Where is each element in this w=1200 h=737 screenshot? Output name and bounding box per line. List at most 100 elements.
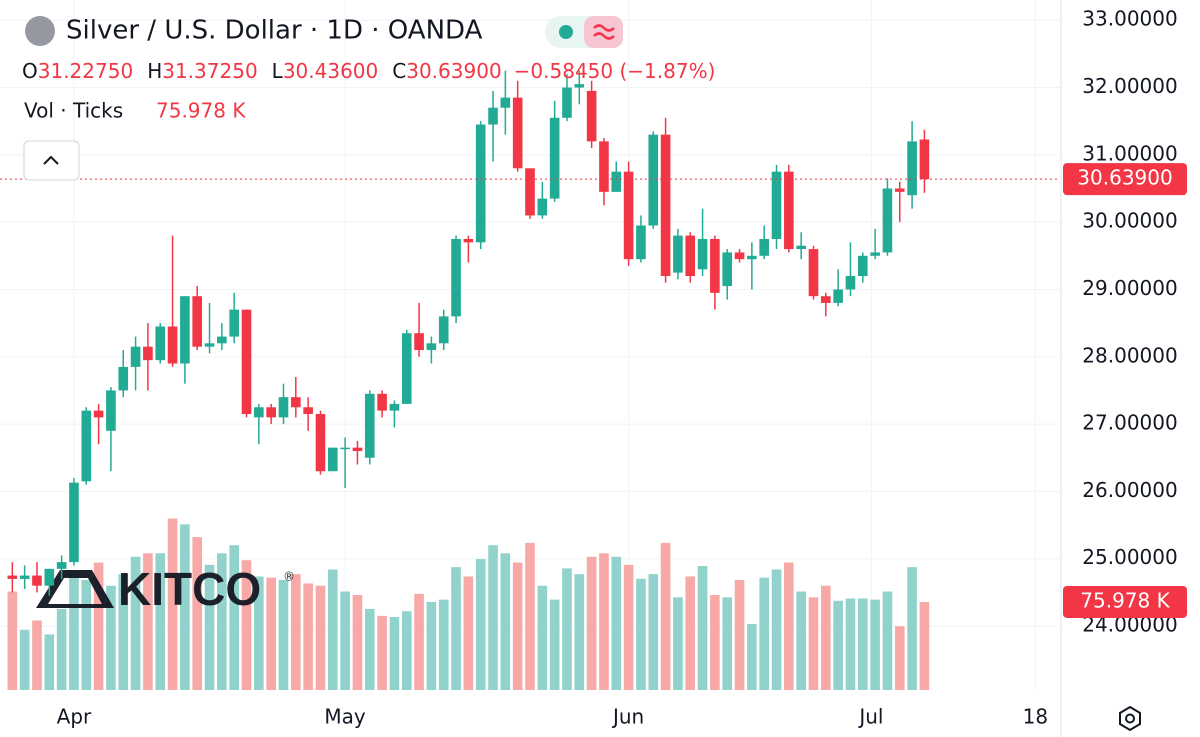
volume-bar xyxy=(340,591,350,690)
candle-body xyxy=(636,225,646,260)
candle-body xyxy=(364,393,375,458)
settings-icon[interactable] xyxy=(1119,705,1141,732)
volume-bar xyxy=(69,574,79,690)
candle-body xyxy=(327,447,338,472)
change: −0.58450 (−1.87%) xyxy=(514,59,716,83)
volume-bar xyxy=(192,537,203,690)
candle-body xyxy=(352,447,363,452)
volume-bar xyxy=(710,595,720,690)
watermark-text: KITCO xyxy=(118,563,261,615)
volume-bar xyxy=(648,574,659,690)
volume-bar xyxy=(845,598,856,690)
volume-bar xyxy=(747,623,757,690)
volume-bar xyxy=(673,597,683,690)
ohlc-key: L xyxy=(272,59,284,83)
volume-bar xyxy=(130,556,141,690)
candle-body xyxy=(845,276,856,290)
candle-body xyxy=(303,407,313,414)
volume-bar xyxy=(44,634,55,690)
ohlc-key: H xyxy=(147,59,162,83)
volume-bar xyxy=(229,545,239,690)
ohlc-key: C xyxy=(392,59,406,83)
symbol-icon xyxy=(25,16,55,46)
watermark-icon xyxy=(36,570,114,608)
candle-body xyxy=(69,482,79,563)
candle-body xyxy=(377,393,387,411)
candle-body xyxy=(81,410,92,482)
candle-body xyxy=(796,245,806,250)
collapse-button[interactable] xyxy=(23,140,80,181)
candle-body xyxy=(525,168,535,216)
candle-body xyxy=(130,346,141,367)
candle-body xyxy=(500,97,511,108)
axes: 24.0000025.0000026.0000027.0000028.00000… xyxy=(0,7,1187,729)
candle-body xyxy=(734,252,745,260)
watermark: KITCO ® xyxy=(36,563,295,615)
volume-bar xyxy=(599,553,609,690)
candle-body xyxy=(648,134,659,226)
volume-bar xyxy=(389,617,400,690)
candle-body xyxy=(882,188,893,253)
x-tick-label: Jul xyxy=(857,705,883,729)
candle-body xyxy=(475,124,486,243)
candle-body xyxy=(697,238,708,270)
volume-bar xyxy=(438,599,449,690)
volume-bar xyxy=(660,542,671,690)
volume-bar xyxy=(796,591,806,690)
candle-body xyxy=(771,171,782,239)
candles xyxy=(7,70,930,596)
volume-bar xyxy=(217,553,227,690)
candle-body xyxy=(229,309,239,337)
y-tick-label: 26.00000 xyxy=(1082,478,1177,502)
candle-body xyxy=(389,403,400,411)
candle-body xyxy=(291,397,301,408)
volume-bar xyxy=(81,579,92,690)
ohlc-key: O xyxy=(22,59,38,83)
candle-body xyxy=(537,198,548,216)
candle-body xyxy=(759,238,769,256)
y-tick-label: 32.00000 xyxy=(1082,74,1177,98)
last-price-badge xyxy=(1063,163,1187,196)
status-pill-right[interactable] xyxy=(584,16,623,48)
volume-bar xyxy=(143,553,153,690)
volume-bar xyxy=(574,574,585,690)
volume-bar xyxy=(204,564,215,690)
ohlc-row: O31.22750 H31.37250 L30.43600 C30.63900 −0.5… xyxy=(22,59,715,83)
volume-bar xyxy=(722,597,733,690)
volume-bar xyxy=(291,574,301,690)
last-volume-label: 75.978 K xyxy=(1080,588,1170,612)
candle-body xyxy=(685,235,696,276)
volume-bar xyxy=(106,585,116,690)
candle-body xyxy=(143,346,153,361)
candle-body xyxy=(660,134,671,276)
candle-body xyxy=(722,252,733,287)
volume-bar xyxy=(870,599,880,690)
volume-bar xyxy=(549,599,560,690)
chart-title: Silver / U.S. Dollar · 1D · OANDA xyxy=(66,16,483,46)
volume-bar xyxy=(537,585,548,690)
candle-body xyxy=(44,568,55,586)
volume-bar xyxy=(475,559,486,690)
candle-body xyxy=(180,296,190,364)
candle-body xyxy=(599,141,609,192)
volume-pane xyxy=(7,518,930,690)
volume-bar xyxy=(56,608,67,690)
candle-body xyxy=(278,397,289,418)
volume-bar xyxy=(352,595,363,690)
y-tick-label: 33.00000 xyxy=(1082,7,1177,31)
volume-bar xyxy=(19,629,30,690)
candle-body xyxy=(673,235,683,273)
y-tick-label: 25.00000 xyxy=(1082,545,1177,569)
volume-bar xyxy=(93,562,104,690)
candle-body xyxy=(710,238,720,293)
volume-bar xyxy=(907,567,917,690)
volume-bar xyxy=(155,553,166,690)
volume-bar xyxy=(623,564,634,690)
volume-bar xyxy=(241,560,252,690)
volume-bar xyxy=(919,601,930,690)
volume-bar xyxy=(364,608,375,690)
candle-body xyxy=(451,238,461,317)
candle-body xyxy=(7,575,18,579)
candle-body xyxy=(167,326,178,364)
candle-body xyxy=(438,316,449,344)
